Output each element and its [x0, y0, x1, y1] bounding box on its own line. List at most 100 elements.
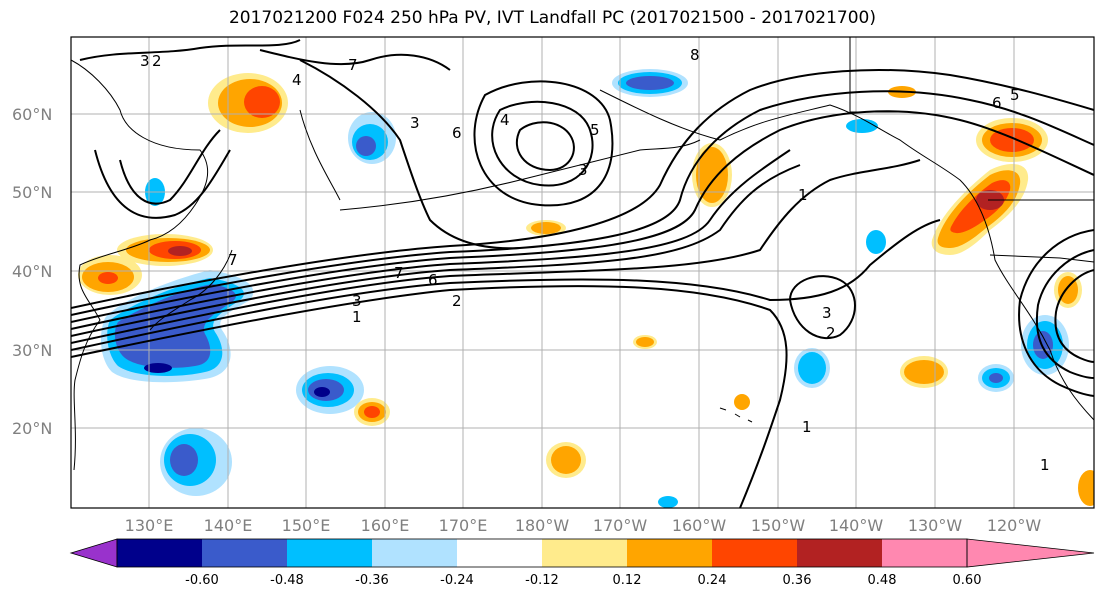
contour-label: 3 [352, 292, 362, 310]
us-state [989, 254, 1094, 263]
neg-anomaly [866, 230, 886, 254]
colorbar-segment [287, 539, 372, 567]
japan [149, 249, 233, 331]
neg-anomaly [1033, 331, 1053, 359]
neg-anomaly [846, 119, 878, 133]
contour-label: 4 [500, 111, 510, 129]
lon-label: 150°W [751, 516, 806, 535]
lon-label: 160°E [361, 516, 410, 535]
colorbar-tick-label: -0.60 [185, 573, 219, 588]
colorbar: -0.60 -0.48 -0.36 -0.24 -0.12 0.12 0.24 … [69, 538, 1095, 588]
contour-label: 2 [826, 324, 836, 342]
contour-labels: 1 3 2 6 7 1 2 3 1 6 5 8 5 3 4 6 3 7 4 3 … [140, 46, 1050, 474]
contour-label: 6 [992, 94, 1002, 112]
contour-label: 3 [822, 304, 832, 322]
colorbar-tick-label: -0.48 [270, 573, 304, 588]
pv-contour [259, 49, 451, 71]
colorbar-tick-label: 0.24 [698, 573, 727, 588]
pv-contour [71, 90, 1094, 316]
contour-label: 2 [452, 292, 462, 310]
colorbar-segment [882, 539, 967, 567]
pos-anomaly [734, 394, 750, 410]
colorbar-segment [542, 539, 627, 567]
lat-label: 20°N [12, 419, 52, 438]
lon-label: 170°W [593, 516, 648, 535]
colorbar-tick-label: 0.36 [783, 573, 812, 588]
pv-contours [71, 39, 1094, 508]
pos-anomaly [1078, 470, 1094, 506]
neg-anomaly [314, 387, 330, 397]
pv-contour [71, 159, 921, 344]
alaska-coast [599, 89, 1094, 421]
contour-label: 3 [578, 161, 588, 179]
neg-anomaly [658, 496, 678, 508]
map-frame [70, 36, 1095, 509]
pv-contour [71, 285, 788, 508]
colorbar-tick-label: -0.12 [525, 573, 559, 588]
colorbar-min-arrow [69, 538, 118, 568]
contour-label: 1 [352, 308, 362, 326]
pos-anomaly [98, 272, 118, 284]
pv-contour [491, 100, 594, 187]
neg-anomaly [989, 373, 1003, 383]
pv-contour [71, 164, 801, 337]
colorbar-tick-label: -0.24 [440, 573, 474, 588]
lon-label: 180°W [515, 516, 570, 535]
colorbar-tick-label: 0.60 [953, 573, 982, 588]
asia-coast [71, 59, 209, 471]
lon-label: 120°W [987, 516, 1042, 535]
pos-anomaly [551, 446, 581, 474]
contour-label: 6 [452, 124, 462, 142]
contour-label: 5 [1010, 86, 1020, 104]
map-title: 2017021200 F024 250 hPa PV, IVT Landfall… [228, 8, 876, 28]
colorbar-segment [117, 539, 202, 567]
hawaii [719, 407, 753, 423]
neg-anomaly [356, 136, 376, 156]
pv-contour [71, 69, 1094, 309]
pv-contour [515, 121, 575, 172]
contour-label: 1 [798, 186, 808, 204]
contour-label: 4 [292, 71, 302, 89]
pv-contour [1018, 229, 1094, 397]
neg-anomaly [114, 284, 236, 368]
contour-label: 6 [428, 271, 438, 289]
lon-label: 150°E [282, 516, 331, 535]
colorbar-tick-label: -0.36 [355, 573, 389, 588]
contour-label: 3 [140, 52, 150, 70]
lon-label: 140°E [204, 516, 253, 535]
colorbar-segment [797, 539, 882, 567]
kamchatka [299, 109, 341, 201]
contour-label: 1 [1040, 456, 1050, 474]
pos-anomaly [904, 360, 944, 384]
lat-label: 60°N [12, 105, 52, 124]
lon-label: 130°E [125, 516, 174, 535]
pos-anomaly [696, 147, 728, 203]
neg-anomaly [626, 76, 674, 90]
pv-contour [473, 80, 614, 207]
contour-label: 7 [394, 264, 404, 282]
neg-anomaly [170, 444, 198, 476]
colorbar-max-arrow [966, 538, 1095, 568]
pos-anomaly [636, 337, 654, 347]
aleutians [339, 139, 701, 211]
neg-anomaly [144, 363, 172, 373]
lon-label: 160°W [672, 516, 727, 535]
pv-contour [71, 110, 1094, 323]
pos-anomaly [531, 222, 561, 234]
colorbar-segment [202, 539, 287, 567]
lon-label: 140°W [829, 516, 884, 535]
lat-label: 30°N [12, 341, 52, 360]
colorbar-tick-label: 0.48 [868, 573, 897, 588]
colorbar-tick-label: 0.12 [613, 573, 642, 588]
pos-anomaly [244, 86, 280, 118]
colorbar-segment [457, 539, 542, 567]
pv-contour [299, 59, 521, 250]
colorbar-segment [372, 539, 457, 567]
pv-contour [1036, 249, 1094, 379]
pv-contour [79, 39, 301, 61]
lat-label: 50°N [12, 183, 52, 202]
longitude-labels: 130°E 140°E 150°E 160°E 170°E 180°W 170°… [125, 516, 1042, 535]
contour-label: 2 [152, 52, 162, 70]
contour-label: 3 [410, 114, 420, 132]
